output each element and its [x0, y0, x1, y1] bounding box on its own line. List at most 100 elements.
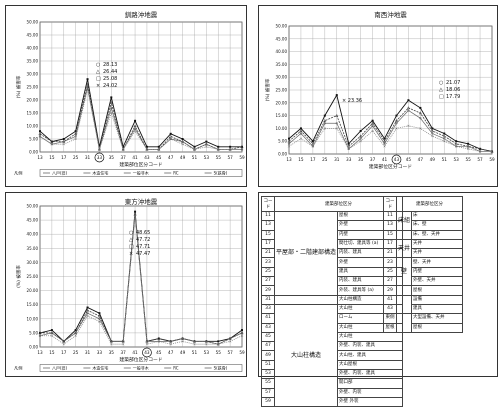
callout-symbol: □ [439, 94, 444, 100]
series-point [86, 312, 89, 315]
series-point [50, 329, 53, 332]
x-tick-label: 43 [144, 350, 150, 355]
series-point [98, 148, 101, 151]
table-cell-code: 17 [261, 238, 275, 250]
table-cell-code: 27 [261, 276, 275, 287]
series-point [217, 343, 220, 346]
series-point [38, 135, 42, 138]
y-tick-label: 25.00 [27, 85, 39, 90]
series-point [169, 132, 172, 135]
series-point [419, 127, 422, 130]
series-point [157, 336, 161, 340]
series-point [335, 113, 339, 117]
series-point [134, 210, 137, 213]
series-point [371, 121, 375, 125]
series-point [50, 143, 53, 146]
callout-symbol: ○ [96, 62, 100, 68]
series-point [62, 143, 65, 146]
series-point [86, 88, 89, 91]
table-cell-group [395, 313, 413, 333]
x-tick-label: 17 [61, 155, 67, 160]
y-tick-label: 10.00 [276, 126, 288, 131]
series-point [193, 343, 196, 346]
table-header-row: コード 建築部位区分 [383, 196, 464, 212]
series-point [157, 337, 160, 340]
table-cell-code: 23 [261, 257, 275, 268]
table-cell-group: 壁 [395, 257, 413, 287]
series-point [193, 148, 196, 151]
chart-toho-svg: 東方沖地震 0.00 5.00 10.00 15.00 20.00 25.00 30.00 35… [14, 197, 245, 372]
x-tick-label: 25 [73, 155, 79, 160]
series-point [455, 145, 458, 148]
series-point [240, 148, 244, 151]
table-row: 11 床組床 [383, 210, 464, 231]
series-point [98, 312, 101, 315]
y-tick-label: 25.00 [27, 274, 39, 279]
table-cell-code: 25 [261, 266, 275, 278]
series-point [240, 148, 244, 151]
series-point [347, 142, 350, 145]
y-tick-label: 35.00 [276, 62, 288, 67]
series-point [395, 114, 398, 117]
callout-symbol: △ [129, 237, 133, 243]
series-point [205, 340, 208, 343]
series-point [287, 142, 291, 145]
series-point [394, 118, 399, 122]
legend-entry: S(鉄骨) [214, 365, 228, 371]
legend-entry: 八戸(旧) [52, 170, 68, 176]
series-point [145, 148, 149, 151]
legend-caption: 凡例 [14, 170, 22, 177]
series-point [62, 140, 65, 143]
series-point [299, 132, 303, 135]
series-point [193, 148, 196, 151]
series-point [383, 137, 386, 140]
table-cell-group [395, 294, 413, 315]
series-point [86, 306, 89, 309]
series-point [431, 127, 434, 130]
series-point [97, 314, 101, 318]
x-tick-label: 49 [180, 155, 186, 160]
legend-box [39, 169, 243, 177]
legend-entry: RC [173, 171, 179, 176]
callout-value: 48.65 [136, 230, 150, 236]
callout-value: 17.79 [446, 94, 460, 100]
series-point [287, 145, 291, 148]
series-point [383, 145, 386, 148]
x-tick-label: 35 [358, 157, 364, 162]
series-point [50, 140, 53, 143]
series-point [359, 137, 362, 140]
series-point [110, 96, 113, 99]
table-cell-code: 15 [383, 229, 397, 240]
table-cell-code: 21 [383, 248, 397, 259]
x-tick-label: 59 [239, 350, 245, 355]
x-tick-label: 17 [61, 350, 67, 355]
x-tick-label: 47 [168, 155, 174, 160]
series-point [145, 340, 149, 343]
table-header-code: コード [383, 196, 397, 212]
series-point [443, 137, 446, 140]
y-tick-label: 15.00 [27, 302, 39, 307]
table-cell-group: 大山柱構造 [273, 303, 339, 407]
table-cell-part: 内壁 [411, 266, 464, 278]
callout-value: 47.71 [136, 244, 150, 250]
series-point [240, 331, 244, 334]
table-cell-code: 17 [383, 238, 397, 250]
series-point [311, 140, 314, 143]
y-tick-label: 10.00 [27, 124, 39, 129]
x-tick-label: 51 [192, 155, 198, 160]
table-row: 29 屋根 [383, 285, 464, 296]
x-tick-label: 57 [227, 155, 233, 160]
series-point [145, 343, 149, 346]
series-line [39, 79, 242, 149]
table-cell-part: 天井 [411, 238, 464, 250]
series-point [50, 334, 54, 337]
table-cell-part: 外壁、内装、建具 [337, 369, 404, 380]
series-point [228, 148, 232, 151]
y-axis-label: (%) 被害率 [15, 265, 22, 288]
table-row: 21 天井 [383, 248, 464, 259]
table-cell-part: 床 [411, 210, 464, 222]
series-point [454, 142, 458, 145]
y-tick-label: 40.00 [27, 46, 39, 51]
table-header-part: 建築部位区分 [395, 196, 464, 212]
y-tick-label: 20.00 [27, 288, 39, 293]
